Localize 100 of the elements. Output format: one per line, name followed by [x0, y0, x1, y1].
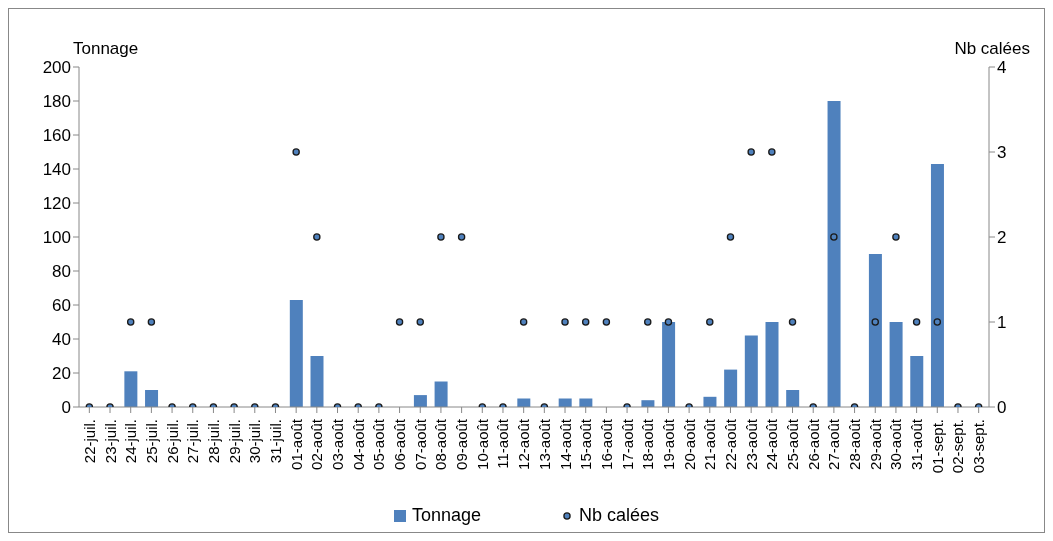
y-tick-label: 180	[42, 92, 71, 112]
x-tick-label: 12-août	[515, 418, 533, 470]
y2-tick-label: 1	[997, 313, 1007, 333]
bar	[889, 322, 903, 407]
bar	[930, 163, 944, 407]
x-tick-label: 14-août	[556, 418, 574, 470]
x-tick-label: 24-août	[763, 418, 781, 470]
bar	[724, 369, 738, 407]
x-tick-label: 01-août	[287, 418, 305, 470]
point	[726, 233, 735, 241]
x-tick-label: 27-août	[825, 418, 843, 470]
point	[561, 318, 569, 326]
point	[747, 148, 755, 156]
x-tick-label: 04-août	[349, 418, 367, 470]
point	[581, 318, 590, 326]
y-tick-label: 40	[52, 330, 71, 350]
x-tick-label: 16-août	[597, 418, 615, 470]
x-tick-label: 17-août	[618, 418, 636, 470]
y-axis-title: Tonnage	[73, 39, 139, 59]
legend-label: Nb calées	[579, 505, 660, 526]
point	[602, 318, 611, 326]
x-tick-label: 18-août	[639, 418, 657, 470]
y-tick-label: 140	[42, 160, 71, 180]
bar	[827, 101, 841, 407]
x-tick-label: 21-août	[701, 418, 719, 470]
point	[313, 233, 321, 241]
y-tick-label: 100	[42, 228, 71, 248]
point	[644, 318, 652, 326]
y2-tick-label: 0	[997, 398, 1007, 418]
x-tick-label: 29-juil.	[225, 419, 243, 464]
bar	[145, 390, 159, 407]
x-tick-label: 26-juil.	[163, 419, 181, 464]
bar	[434, 381, 448, 407]
x-tick-label: 23-juil.	[101, 419, 119, 464]
bar	[289, 299, 303, 407]
point	[457, 233, 466, 241]
bar	[124, 371, 138, 407]
bar	[786, 390, 800, 407]
point	[768, 148, 776, 156]
y2-tick-label: 3	[997, 143, 1007, 163]
x-tick-label: 22-août	[721, 418, 739, 470]
x-tick-label: 09-août	[453, 418, 471, 470]
x-tick-label: 19-août	[659, 418, 677, 470]
y2-axis-title: Nb calées	[954, 39, 1030, 59]
point	[147, 318, 156, 326]
bar	[868, 254, 882, 407]
x-tick-label: 31-juil.	[266, 419, 284, 464]
x-tick-label: 28-juil.	[204, 419, 222, 464]
x-tick-label: 03-août	[329, 418, 347, 470]
point	[892, 233, 900, 241]
x-tick-label: 11-août	[494, 418, 512, 469]
y2-tick-label: 4	[997, 58, 1007, 78]
bar	[413, 395, 427, 407]
bar	[910, 356, 924, 407]
x-tick-label: 26-août	[804, 418, 822, 470]
y-tick-label: 120	[42, 194, 71, 214]
x-tick-label: 02-sept.	[949, 419, 967, 474]
point	[933, 318, 942, 326]
point	[830, 233, 838, 241]
y2-tick-label: 2	[997, 228, 1007, 248]
point	[706, 318, 714, 326]
y-tick-label: 0	[61, 398, 71, 418]
point	[416, 318, 424, 326]
x-tick-label: 06-août	[391, 418, 409, 470]
point	[664, 318, 673, 326]
x-tick-label: 05-août	[370, 418, 388, 470]
point	[788, 318, 797, 326]
point	[871, 318, 879, 326]
x-tick-label: 25-juil.	[142, 419, 160, 464]
x-tick-label: 27-juil.	[184, 419, 202, 464]
point	[912, 318, 921, 326]
x-tick-label: 15-août	[577, 418, 595, 470]
point	[437, 233, 445, 241]
x-tick-label: 24-juil.	[122, 419, 140, 464]
x-tick-label: 03-sept.	[970, 419, 988, 474]
x-tick-label: 25-août	[784, 418, 802, 470]
x-tick-label: 30-juil.	[246, 419, 264, 464]
point	[126, 318, 135, 326]
point	[292, 148, 300, 156]
bar	[765, 322, 779, 407]
legend-label: Tonnage	[411, 505, 482, 526]
x-tick-label: 07-août	[411, 418, 429, 470]
x-tick-label: 29-août	[866, 418, 884, 470]
y-tick-label: 200	[42, 58, 71, 78]
x-tick-label: 30-août	[887, 418, 905, 470]
x-tick-label: 10-août	[473, 418, 491, 470]
x-tick-label: 22-juil.	[80, 419, 98, 464]
x-tick-label: 08-août	[432, 418, 450, 470]
y-tick-label: 80	[52, 262, 71, 282]
y-tick-label: 20	[52, 364, 71, 384]
bar	[310, 356, 324, 407]
point	[519, 318, 528, 326]
bar	[744, 335, 758, 407]
x-tick-label: 02-août	[308, 418, 326, 470]
point	[395, 318, 404, 326]
x-tick-label: 23-août	[742, 418, 760, 470]
y-tick-label: 60	[52, 296, 71, 316]
x-tick-label: 01-sept.	[928, 419, 946, 474]
y-tick-label: 160	[42, 126, 71, 146]
x-tick-label: 20-août	[680, 418, 698, 470]
